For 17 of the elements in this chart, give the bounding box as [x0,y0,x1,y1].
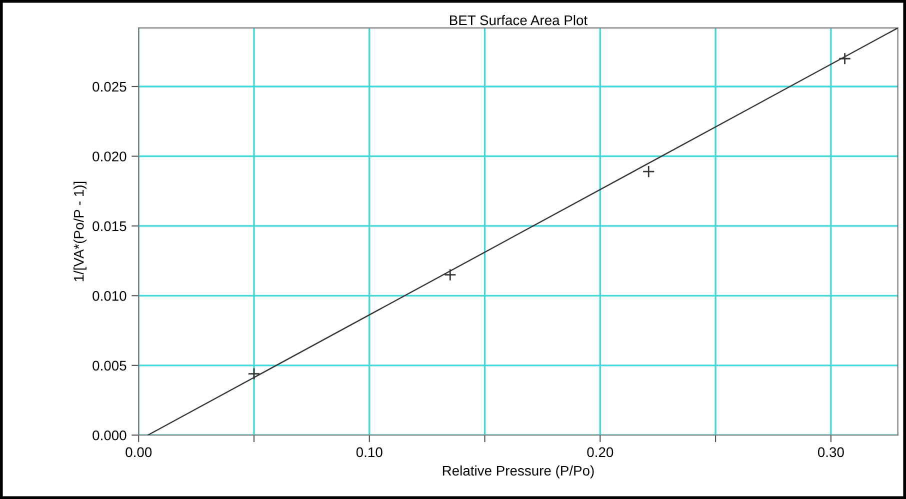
point [444,268,456,282]
x-tick-label: 0.10 [356,447,382,458]
x-axis-title: Relative Pressure (P/Po) [442,465,594,478]
point [248,368,260,380]
y-tick-label: 0.005 [92,360,126,371]
x-tick-label: 0.30 [818,447,844,458]
chart-title: BET Surface Area Plot [450,14,588,26]
y-tick-label: 0.000 [92,430,126,440]
point [642,165,655,178]
y-tick-label: 0.020 [92,152,126,162]
y-tick-label: 0.025 [92,82,126,92]
point [838,52,852,65]
x-tick-label: 0.20 [587,447,614,458]
y-tick-label: 0.015 [92,221,126,232]
y-axis-title: 1/[VA*(Po/P - 1)] [74,182,87,282]
y-tick-label: 0.010 [92,291,126,301]
x-tick-label: 0.00 [126,447,152,458]
